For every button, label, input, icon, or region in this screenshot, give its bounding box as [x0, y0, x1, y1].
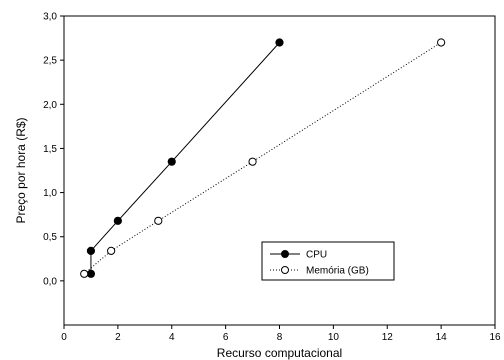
y-axis-title: Preço por hora (R$) [14, 117, 28, 223]
x-tick-label: 2 [115, 332, 121, 343]
y-axis-ticks: 0,0 0,5 1,0 1,5 2,0 2,5 3,0 [43, 12, 64, 287]
x-axis-title: Recurso computacional [217, 346, 342, 360]
series-layer [80, 38, 446, 278]
y-tick-label: 0,0 [43, 276, 57, 287]
x-tick-label: 6 [223, 332, 229, 343]
legend-marker-memoria [281, 266, 289, 274]
y-tick-label: 2,5 [43, 56, 57, 67]
series-line-memoria [83, 42, 442, 275]
legend: CPU Memória (GB) [261, 241, 395, 281]
y-tick-label: 3,0 [43, 12, 57, 23]
data-point-cpu [275, 38, 284, 47]
y-tick-label: 0,5 [43, 232, 57, 243]
x-tick-label: 0 [61, 332, 67, 343]
y-tick-label: 1,0 [43, 188, 57, 199]
data-point-memoria [80, 269, 89, 278]
x-axis-ticks: 0 2 4 6 8 10 12 14 16 [61, 325, 501, 343]
data-point-cpu [167, 157, 176, 166]
x-tick-label: 12 [382, 332, 394, 343]
data-point-cpu [86, 246, 96, 255]
x-tick-label: 16 [489, 332, 501, 343]
data-point-memoria [154, 216, 163, 225]
x-tick-label: 4 [169, 332, 175, 343]
data-point-cpu [86, 269, 96, 278]
x-tick-label: 14 [436, 332, 448, 343]
y-tick-label: 1,5 [43, 144, 57, 155]
legend-label-memoria: Memória (GB) [306, 266, 369, 277]
data-point-memoria [107, 246, 116, 255]
data-point-cpu [113, 216, 122, 225]
legend-label-cpu: CPU [306, 250, 327, 261]
x-tick-label: 10 [328, 332, 340, 343]
x-tick-label: 8 [277, 332, 283, 343]
legend-marker-cpu [281, 250, 289, 258]
data-point-memoria [248, 157, 257, 166]
data-point-memoria [437, 38, 446, 47]
y-tick-label: 2,0 [43, 100, 57, 111]
